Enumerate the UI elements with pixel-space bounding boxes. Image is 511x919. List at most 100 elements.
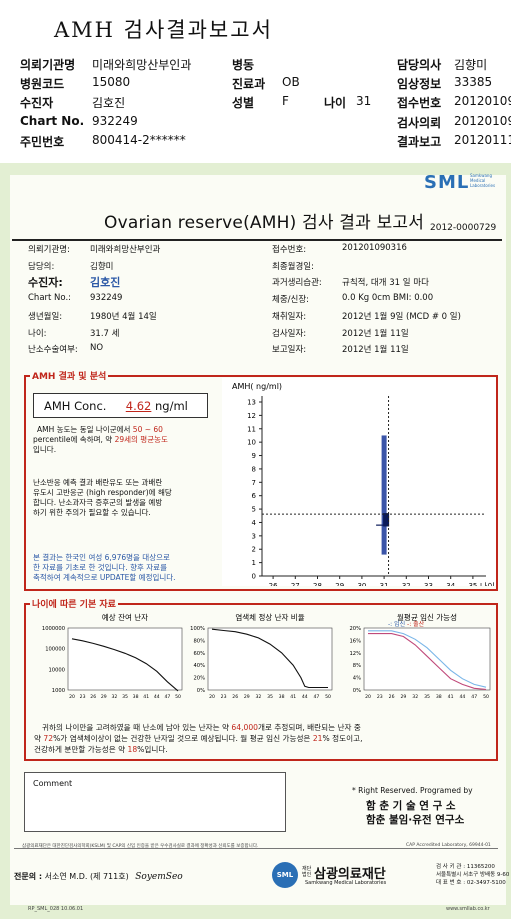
x-tick-label: 44 — [302, 694, 308, 700]
amh-result-panel — [24, 375, 498, 591]
x-tick-label: 50 — [175, 694, 181, 700]
y-tick-label: 16% — [349, 638, 361, 644]
info-value: 0.0 Kg 0cm BMI: 0.00 — [342, 293, 434, 304]
info-label: 채취일자: — [272, 311, 307, 322]
y-tick-label: 2 — [252, 546, 256, 554]
info-value: 미래와희망산부인과 — [90, 245, 161, 255]
x-tick-label: 29 — [335, 582, 344, 586]
info-label: 접수번호: — [272, 245, 307, 255]
info-value: 2012년 1월 9일 (MCD # 0 일) — [342, 311, 461, 322]
age-section-title: 나이에 따른 기본 자료 — [30, 597, 118, 610]
y-tick-label: 20% — [193, 676, 205, 682]
header-label: Chart No. — [20, 114, 85, 128]
info-label: Chart No.: — [28, 293, 72, 304]
y-tick-label: 7 — [252, 479, 256, 487]
x-tick-label: 33 — [424, 582, 433, 586]
x-tick-label: 20 — [69, 694, 75, 700]
info-value: 31.7 세 — [90, 328, 120, 339]
header-value: 800414-2****** — [92, 133, 186, 147]
x-tick-label: 41 — [143, 694, 149, 700]
y-tick-label: 80% — [193, 638, 205, 644]
y-tick-label: 1 — [252, 559, 256, 567]
header-label: 나이 — [324, 96, 347, 110]
data-source-note: 본 결과는 한국인 여성 6,976명을 대상으로 한 자료를 기초로 한 것입니… — [33, 553, 176, 582]
header-label: 진료과 — [232, 77, 266, 91]
comment-box: Comment — [24, 772, 286, 832]
report-number: 2012-0000729 — [430, 223, 497, 233]
header-label: 접수번호 — [397, 96, 442, 110]
y-tick-label: 0% — [353, 688, 361, 694]
info-label: 체중/신장: — [272, 295, 310, 306]
info-label: 의뢰기관명: — [28, 245, 70, 255]
y-tick-label: 3 — [252, 532, 256, 540]
series-line — [368, 633, 487, 690]
x-tick-label: 47 — [164, 694, 170, 700]
y-tick-label: 4 — [252, 519, 257, 527]
x-tick-label: 26 — [269, 582, 278, 586]
y-tick-label: 11 — [247, 425, 256, 433]
header-label: 병동 — [232, 58, 255, 72]
sml-logo: SML — [424, 172, 470, 193]
header-label: 의뢰기관명 — [20, 58, 76, 72]
info-label: 생년월일: — [28, 311, 63, 322]
amh-conc-unit: ng/ml — [155, 399, 188, 413]
header-label: 담당의사 — [397, 58, 442, 72]
info-label: 담당의: — [28, 261, 55, 272]
median-block — [383, 513, 390, 527]
x-tick-label: 44 — [459, 694, 465, 700]
header-label: 수진자 — [20, 96, 54, 110]
research-lab-name: 함 춘 기 술 연 구 소 — [366, 800, 456, 812]
age-group-range-bar — [381, 435, 387, 555]
chart-bg — [222, 378, 496, 586]
title-rule — [12, 239, 502, 241]
y-tick-label: 10000 — [48, 667, 65, 673]
header-value: 20120111 — [454, 133, 511, 147]
header-label: 성별 — [232, 96, 255, 110]
x-tick-label: 28 — [313, 582, 322, 586]
header-value: 15080 — [92, 75, 131, 89]
mini-chart-title: 월평균 임신 가능성 — [397, 612, 457, 622]
fertility-lab-name: 함춘 불임·유전 연구소 — [366, 814, 465, 826]
ovarian-response-text: 난소반응 예측 결과 배란유도 또는 과배란 유도시 고반응군 (high res… — [33, 478, 172, 517]
y-tick-label: 13 — [247, 399, 256, 407]
x-tick-label: 41 — [448, 694, 454, 700]
amh-conc-label: AMH Conc. — [44, 399, 107, 413]
y-tick-label: 6 — [252, 492, 257, 500]
info-label: 과거생리습관: — [272, 278, 322, 289]
x-tick-label: 23 — [377, 694, 383, 700]
x-tick-label: 38 — [436, 694, 442, 700]
legend-label: 출산 — [413, 620, 425, 628]
legend-label: 임신 — [394, 620, 405, 628]
y-tick-label: 100000 — [45, 647, 65, 653]
info-value: 932249 — [90, 293, 123, 304]
x-tick-label: 35 — [122, 694, 128, 700]
x-tick-label: 41 — [290, 694, 296, 700]
header-value: F — [282, 94, 289, 108]
header-label: 병원코드 — [20, 77, 65, 91]
info-label: 나이: — [28, 328, 47, 339]
header-value: 20120109-0 — [454, 94, 511, 108]
info-value: 2012년 1월 11일 — [342, 328, 409, 339]
x-tick-label: 38 — [133, 694, 139, 700]
x-tick-label: 32 — [255, 694, 261, 700]
mini-chart-title: 염색체 정상 난자 비율 — [235, 612, 304, 622]
x-tick-label: 32 — [402, 582, 411, 586]
y-tick-label: 4% — [353, 676, 361, 682]
info-value: 201201090316 — [342, 243, 407, 253]
x-tick-label: 35 — [468, 582, 477, 586]
x-tick-label: 29 — [244, 694, 250, 700]
header-label: 검사의뢰 — [397, 116, 442, 130]
y-tick-label: 9 — [252, 452, 256, 460]
info-label: 보고일자: — [272, 345, 307, 356]
header-value: 20120109 — [454, 114, 511, 128]
foundation-name: 삼광의료재단 — [314, 867, 386, 882]
x-tick-label: 26 — [232, 694, 238, 700]
amh-section-title: AMH 결과 및 분석 — [30, 369, 109, 382]
x-tick-label: 27 — [291, 582, 300, 586]
x-tick-label: 34 — [446, 582, 455, 586]
header-value: 31 — [356, 94, 372, 108]
y-tick-label: 12% — [349, 651, 361, 657]
y-tick-label: 12 — [247, 412, 256, 420]
x-tick-label: 29 — [400, 694, 406, 700]
info-value: 1980년 4월 14일 — [90, 311, 157, 322]
